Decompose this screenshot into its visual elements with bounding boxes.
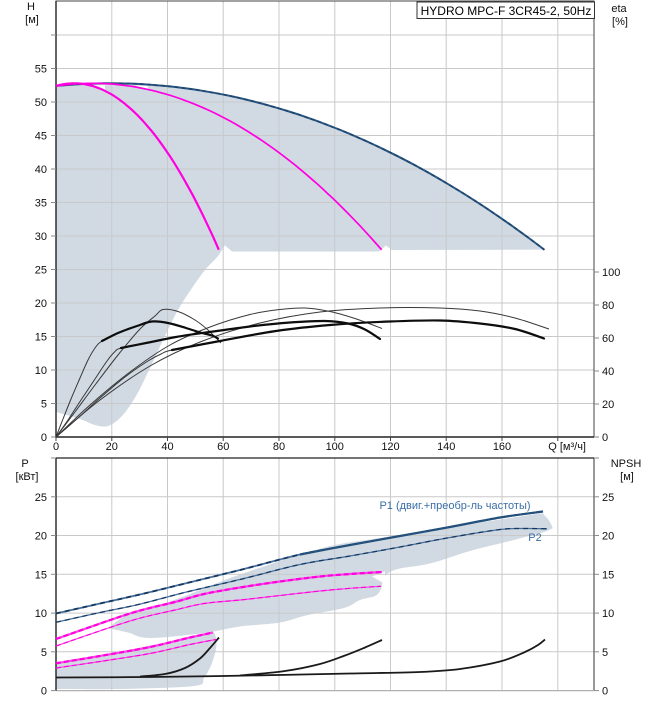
- svg-text:P2: P2: [528, 532, 541, 544]
- svg-text:40: 40: [35, 164, 47, 176]
- svg-text:40: 40: [161, 441, 173, 453]
- svg-text:25: 25: [35, 265, 47, 277]
- svg-text:0: 0: [602, 686, 608, 698]
- svg-text:NPSH: NPSH: [611, 458, 642, 470]
- svg-text:0: 0: [602, 432, 608, 444]
- svg-text:10: 10: [35, 608, 47, 620]
- svg-text:15: 15: [602, 569, 614, 581]
- svg-text:60: 60: [217, 441, 229, 453]
- svg-text:5: 5: [41, 399, 47, 411]
- svg-text:0: 0: [53, 441, 59, 453]
- svg-text:5: 5: [602, 647, 608, 659]
- svg-text:P: P: [21, 458, 28, 470]
- svg-text:[м]: [м]: [620, 471, 634, 483]
- svg-text:0: 0: [41, 686, 47, 698]
- svg-text:10: 10: [35, 365, 47, 377]
- svg-text:[м]: [м]: [25, 14, 39, 26]
- svg-text:100: 100: [602, 267, 620, 279]
- svg-text:160: 160: [493, 441, 511, 453]
- svg-text:15: 15: [35, 569, 47, 581]
- svg-text:[кВт]: [кВт]: [16, 471, 39, 483]
- svg-text:120: 120: [381, 441, 399, 453]
- svg-text:HYDRO MPC-F 3CR45-2, 50Hz: HYDRO MPC-F 3CR45-2, 50Hz: [421, 4, 592, 18]
- svg-text:20: 20: [602, 531, 614, 543]
- svg-text:20: 20: [106, 441, 118, 453]
- svg-text:20: 20: [35, 298, 47, 310]
- svg-text:5: 5: [41, 647, 47, 659]
- svg-text:H: H: [27, 1, 35, 13]
- svg-text:25: 25: [35, 492, 47, 504]
- svg-text:25: 25: [602, 492, 614, 504]
- svg-text:20: 20: [35, 531, 47, 543]
- svg-text:140: 140: [437, 441, 455, 453]
- svg-text:35: 35: [35, 198, 47, 210]
- svg-text:80: 80: [273, 441, 285, 453]
- svg-text:80: 80: [602, 300, 614, 312]
- svg-text:[%]: [%]: [612, 16, 628, 28]
- svg-text:45: 45: [35, 131, 47, 143]
- svg-text:50: 50: [35, 97, 47, 109]
- svg-text:Q [м³/ч]: Q [м³/ч]: [548, 441, 586, 453]
- svg-text:40: 40: [602, 366, 614, 378]
- svg-text:100: 100: [326, 441, 344, 453]
- svg-text:55: 55: [35, 64, 47, 76]
- svg-text:10: 10: [602, 608, 614, 620]
- svg-text:30: 30: [35, 231, 47, 243]
- svg-text:60: 60: [602, 333, 614, 345]
- svg-text:eta: eta: [611, 3, 627, 15]
- svg-text:15: 15: [35, 332, 47, 344]
- svg-text:0: 0: [41, 432, 47, 444]
- svg-text:20: 20: [602, 399, 614, 411]
- svg-text:P1 (двиг.+преобр-ль частоты): P1 (двиг.+преобр-ль частоты): [379, 500, 530, 512]
